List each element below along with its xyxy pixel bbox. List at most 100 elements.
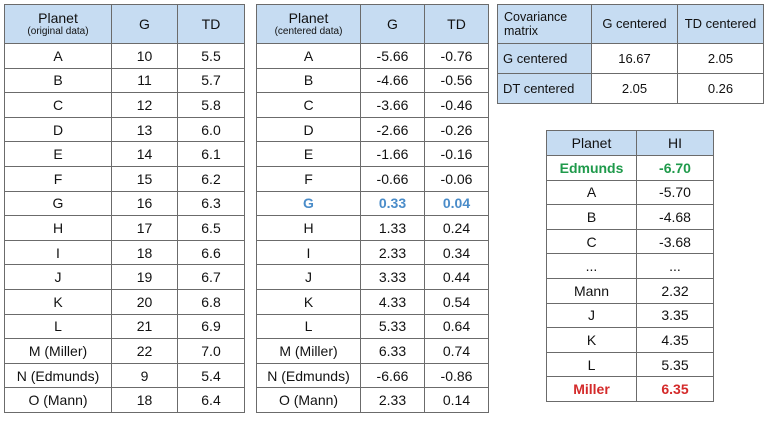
table-row: I 18 6.6 <box>4 239 245 266</box>
cell-planet: K <box>256 288 361 315</box>
cell-hi: -6.70 <box>636 155 714 181</box>
cell-td: -0.56 <box>424 67 489 94</box>
cell-td: 5.8 <box>177 92 245 118</box>
cell-planet: A <box>546 179 637 206</box>
table-header-row: Covariance matrix G centered TD centered <box>497 4 764 44</box>
table-row: I 2.33 0.34 <box>256 239 489 266</box>
table-row: L 21 6.9 <box>4 313 245 340</box>
cell-g: -0.66 <box>360 165 425 192</box>
cell-planet: Miller <box>546 376 637 402</box>
cell-planet: G <box>4 190 112 217</box>
cell-planet: M (Miller) <box>256 338 361 364</box>
cell-hi: 3.35 <box>636 302 714 329</box>
cell-td: 0.54 <box>424 288 489 315</box>
column-header-planet-label: Planet <box>38 10 78 26</box>
column-header-td-centered: TD centered <box>677 4 764 44</box>
cell-g: 14 <box>111 141 178 167</box>
cell-planet: L <box>256 313 361 340</box>
table-header-row: Planet (original data) G TD <box>4 4 245 44</box>
cell-g: -6.66 <box>360 362 425 389</box>
cell-td: 6.1 <box>177 141 245 167</box>
cell-planet: B <box>546 204 637 230</box>
cell-planet: M (Miller) <box>4 338 112 364</box>
cell-g: 16 <box>111 190 178 217</box>
cell-td: 0.04 <box>424 190 489 217</box>
table-row: A 10 5.5 <box>4 43 245 69</box>
cell-g: 18 <box>111 239 178 266</box>
cell-g: 22 <box>111 338 178 364</box>
column-header-planet: Planet <box>546 130 637 156</box>
cell-td: 6.3 <box>177 190 245 217</box>
cell-planet: E <box>4 141 112 167</box>
table-row: D 13 6.0 <box>4 116 245 143</box>
cell-planet: I <box>4 239 112 266</box>
table-row: C 12 5.8 <box>4 92 245 118</box>
cell-td: 6.9 <box>177 313 245 340</box>
table-row: F 15 6.2 <box>4 165 245 192</box>
row-header-dt-centered: DT centered <box>497 73 592 104</box>
cell-td: 0.24 <box>424 215 489 241</box>
cell-hi: -3.68 <box>636 228 714 255</box>
cell-planet: C <box>546 228 637 255</box>
row-header-g-centered: G centered <box>497 43 592 74</box>
cell-td: 0.14 <box>424 387 489 413</box>
table-row: E -1.66 -0.16 <box>256 141 489 167</box>
cell-g: 5.33 <box>360 313 425 340</box>
column-header-g-centered: G centered <box>591 4 678 44</box>
cell-planet: F <box>256 165 361 192</box>
cell-planet: O (Mann) <box>4 387 112 413</box>
cell-td: -0.26 <box>424 116 489 143</box>
covariance-matrix-title: Covariance matrix <box>497 4 592 44</box>
cell-td: 7.0 <box>177 338 245 364</box>
cell-planet: D <box>4 116 112 143</box>
table-row: B -4.66 -0.56 <box>256 67 489 94</box>
table-row: G 16 6.3 <box>4 190 245 217</box>
cell-planet: K <box>4 288 112 315</box>
cell-g: 9 <box>111 362 178 389</box>
column-header-planet: Planet (centered data) <box>256 4 361 44</box>
column-header-td: TD <box>177 4 245 44</box>
cell-g: -2.66 <box>360 116 425 143</box>
cell-td: -0.46 <box>424 92 489 118</box>
cell-planet: N (Edmunds) <box>4 362 112 389</box>
cell-g: 6.33 <box>360 338 425 364</box>
cell-hi: 4.35 <box>636 327 714 353</box>
cell-td: 0.74 <box>424 338 489 364</box>
table-row: K 4.33 0.54 <box>256 288 489 315</box>
table-row-highlighted-max: Miller 6.35 <box>546 376 714 402</box>
table-row: O (Mann) 2.33 0.14 <box>256 387 489 413</box>
table-row: H 1.33 0.24 <box>256 215 489 241</box>
table-row: M (Miller) 22 7.0 <box>4 338 245 364</box>
cell-planet: L <box>546 351 637 378</box>
cell-g: -4.66 <box>360 67 425 94</box>
cell-planet: G <box>256 190 361 217</box>
table-row: F -0.66 -0.06 <box>256 165 489 192</box>
cell-planet: K <box>546 327 637 353</box>
cell-td: 6.2 <box>177 165 245 192</box>
cell-planet: J <box>4 264 112 290</box>
cell-planet: D <box>256 116 361 143</box>
cell-planet: A <box>4 43 112 69</box>
cell-hi: -5.70 <box>636 179 714 206</box>
cell-hi: 2.32 <box>636 277 714 304</box>
table-row: M (Miller) 6.33 0.74 <box>256 338 489 364</box>
table-row: Mann 2.32 <box>546 277 714 304</box>
table-row: A -5.70 <box>546 179 714 206</box>
cell-planet: C <box>256 92 361 118</box>
cell-td: 6.8 <box>177 288 245 315</box>
cell-td: 0.44 <box>424 264 489 290</box>
cell-g: -1.66 <box>360 141 425 167</box>
table-row: K 20 6.8 <box>4 288 245 315</box>
cell-g: -3.66 <box>360 92 425 118</box>
cell-hi: -4.68 <box>636 204 714 230</box>
cell-g: 10 <box>111 43 178 69</box>
hi-table: Planet HI Edmunds -6.70 A -5.70 B -4.68 C -3… <box>546 130 714 402</box>
cell-planet: H <box>4 215 112 241</box>
column-header-td: TD <box>424 4 489 44</box>
table-header-row: Planet (centered data) G TD <box>256 4 489 44</box>
column-header-g: G <box>111 4 178 44</box>
cell-td: -0.76 <box>424 43 489 69</box>
table-row: E 14 6.1 <box>4 141 245 167</box>
cell-g: 21 <box>111 313 178 340</box>
cell-g: 20 <box>111 288 178 315</box>
